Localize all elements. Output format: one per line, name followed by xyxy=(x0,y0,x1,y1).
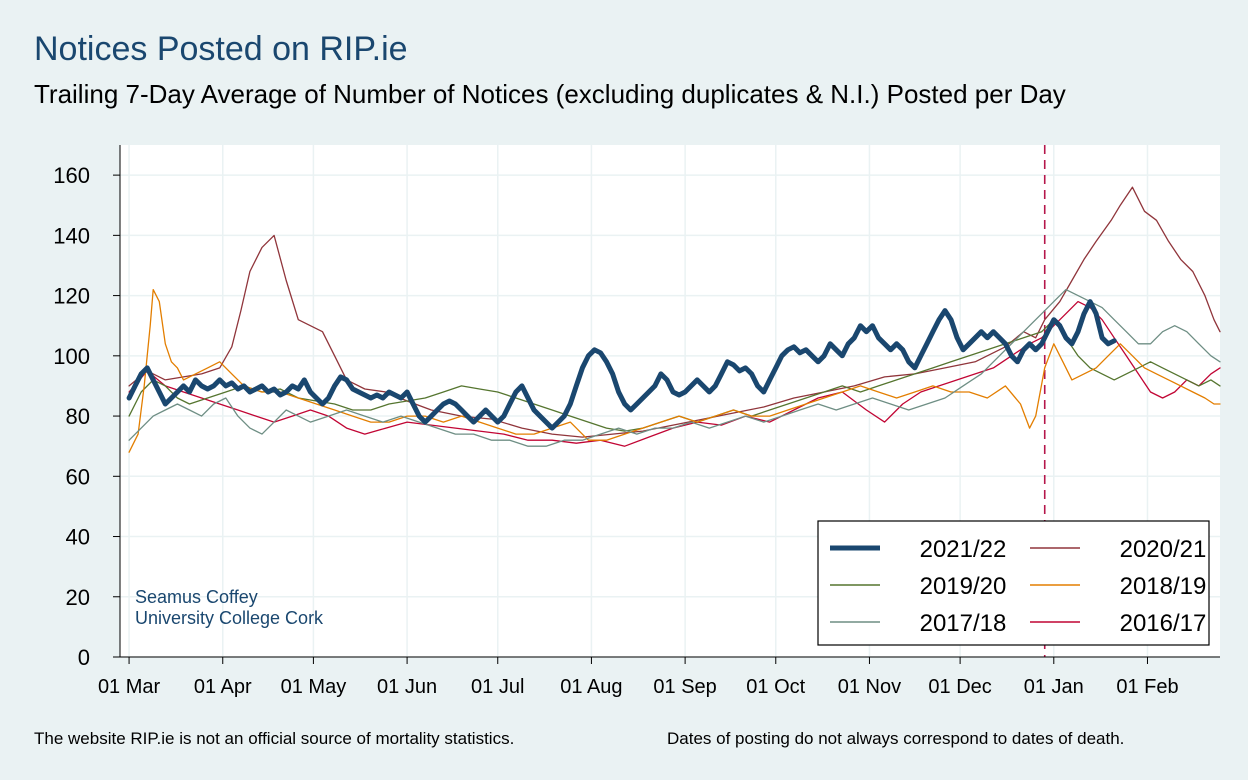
credit-line-2: University College Cork xyxy=(135,608,324,628)
series-line-2018-19 xyxy=(128,288,1221,453)
x-tick-label: 01 Nov xyxy=(838,676,901,698)
series-group xyxy=(126,186,1221,453)
legend-label: 2020/21 xyxy=(1120,536,1207,563)
chart-title: Notices Posted on RIP.ie xyxy=(34,30,408,68)
legend-label: 2021/22 xyxy=(920,536,1007,563)
legend-label: 2018/19 xyxy=(1120,573,1207,600)
legend-label: 2017/18 xyxy=(920,610,1007,637)
x-tick-label: 01 Mar xyxy=(98,676,161,698)
y-tick-label: 40 xyxy=(66,525,90,550)
x-tick-label: 01 Jul xyxy=(471,676,524,698)
x-tick-label: 01 Sep xyxy=(653,676,716,698)
axes xyxy=(119,145,1220,658)
credit-line-1: Seamus Coffey xyxy=(135,587,258,607)
series-line-2021-22 xyxy=(126,299,1117,431)
y-ticks: 0 20 40 60 80 100 120 140 160 xyxy=(53,163,120,670)
legend-label: 2019/20 xyxy=(920,573,1007,600)
x-tick-label: 01 Jan xyxy=(1024,676,1084,698)
x-tick-label: 01 Apr xyxy=(194,676,252,698)
chart-subtitle: Trailing 7-Day Average of Number of Noti… xyxy=(34,79,1066,109)
y-tick-label: 140 xyxy=(53,223,90,248)
y-tick-label: 80 xyxy=(66,404,90,429)
y-tick-label: 60 xyxy=(66,464,90,489)
footnote-left: The website RIP.ie is not an official so… xyxy=(34,729,515,748)
series-line-2016-17 xyxy=(128,300,1221,447)
series-line-2020-21 xyxy=(128,186,1221,438)
footnote-right: Dates of posting do not always correspon… xyxy=(667,729,1125,748)
legend-label: 2016/17 xyxy=(1120,610,1207,637)
x-tick-label: 01 Oct xyxy=(746,676,805,698)
y-tick-label: 20 xyxy=(66,585,90,610)
y-tick-label: 160 xyxy=(53,163,90,188)
legend-box xyxy=(817,520,1210,646)
legend: 2021/22 2020/21 2019/20 2018/19 2017/18 2016/… xyxy=(817,520,1210,646)
y-tick-label: 100 xyxy=(53,344,90,369)
x-tick-label: 01 Jun xyxy=(377,676,437,698)
x-tick-label: 01 Aug xyxy=(560,676,622,698)
y-tick-label: 120 xyxy=(53,284,90,309)
credit: Seamus Coffey University College Cork xyxy=(135,587,324,628)
x-tick-label: 01 Feb xyxy=(1116,676,1178,698)
x-ticks: 01 Mar 01 Apr 01 May 01 Jun 01 Jul 01 Aug 01 S… xyxy=(98,657,1179,698)
y-tick-label: 0 xyxy=(78,645,90,670)
x-tick-label: 01 Dec xyxy=(928,676,991,698)
x-tick-label: 01 May xyxy=(281,676,347,698)
series-line-2017-18 xyxy=(128,288,1221,447)
